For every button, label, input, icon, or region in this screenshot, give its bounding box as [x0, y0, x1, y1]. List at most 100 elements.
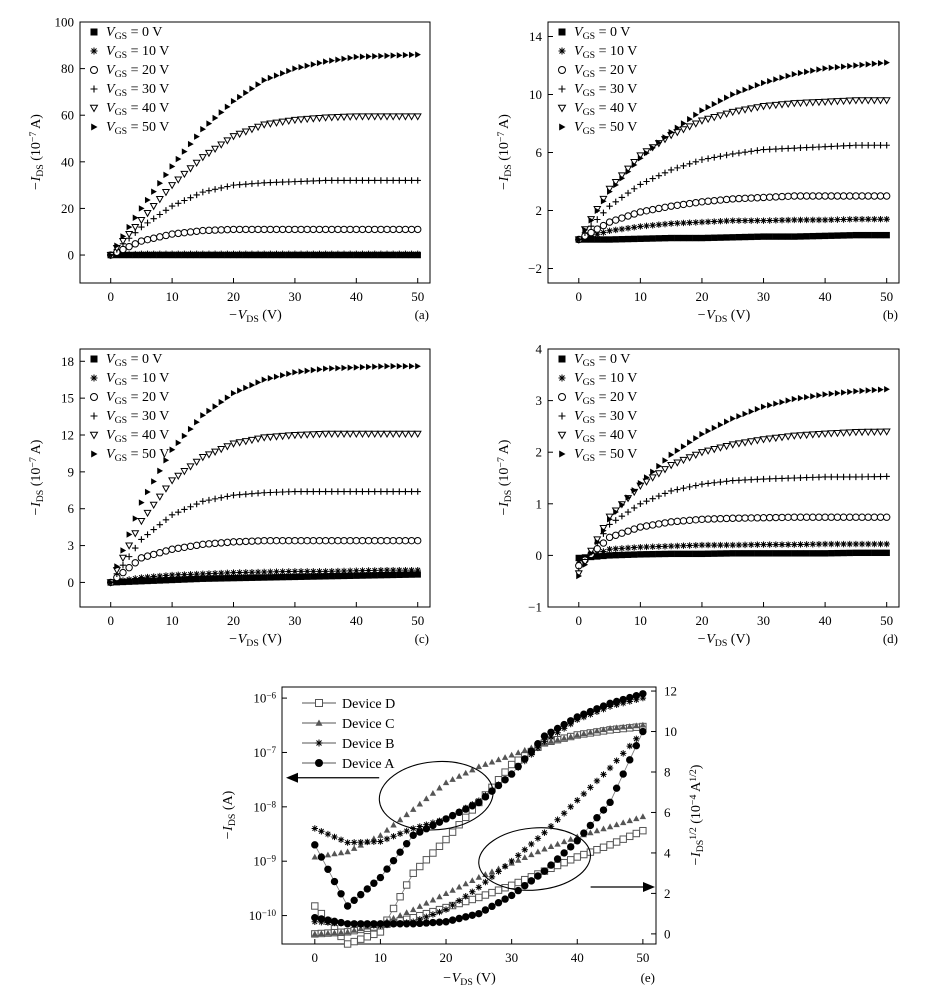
- data-point: [723, 234, 730, 241]
- data-point: [272, 536, 281, 545]
- data-point: [631, 487, 638, 494]
- legend-label: Device D: [342, 697, 395, 712]
- legend-label-part: V: [106, 428, 116, 443]
- data-point: [247, 126, 256, 134]
- data-point: [278, 225, 287, 234]
- data-point: [371, 250, 378, 258]
- data-point: [266, 433, 275, 442]
- x-tick-label: 50: [880, 613, 893, 628]
- data-point: [350, 839, 358, 846]
- data-point: [344, 848, 351, 855]
- data-point: [580, 710, 588, 718]
- legend-label-part: GS: [583, 415, 596, 426]
- panel-label: (a): [415, 307, 429, 322]
- data-point: [593, 705, 601, 713]
- data-point: [311, 853, 319, 860]
- data-point: [401, 536, 410, 545]
- data-point: [241, 438, 250, 446]
- data-point: [175, 155, 182, 163]
- data-point: [870, 192, 879, 200]
- data-point: [643, 474, 650, 481]
- data-point: [871, 216, 878, 223]
- data-point: [784, 216, 792, 224]
- data-point: [766, 233, 773, 240]
- data-point: [321, 114, 330, 122]
- data-point: [118, 237, 128, 246]
- data-point: [223, 225, 232, 234]
- data-point: [157, 180, 164, 187]
- data-point: [631, 551, 638, 558]
- x-tick-label: 0: [107, 613, 114, 628]
- legend-label-part: GS: [115, 415, 128, 426]
- data-point: [553, 855, 562, 863]
- data-point: [547, 738, 555, 744]
- data-point: [181, 571, 188, 578]
- data-point: [329, 365, 335, 372]
- data-point: [741, 149, 749, 156]
- data-point: [383, 920, 391, 928]
- data-point: [229, 225, 238, 234]
- data-point: [352, 225, 361, 234]
- data-point: [303, 225, 311, 234]
- data-point: [612, 784, 621, 792]
- data-point: [254, 180, 262, 187]
- data-point: [402, 363, 409, 370]
- data-point: [341, 364, 348, 372]
- data-point: [371, 488, 378, 495]
- data-point: [643, 222, 650, 230]
- data-point: [138, 499, 145, 506]
- data-point: [174, 544, 182, 552]
- data-point: [797, 550, 804, 557]
- data-point: [150, 573, 157, 580]
- data-point: [723, 217, 730, 225]
- data-point: [475, 874, 483, 880]
- x-axis-label: −VDS (V): [442, 971, 496, 988]
- data-point: [661, 169, 669, 176]
- data-point: [118, 554, 128, 563]
- data-point: [865, 61, 872, 68]
- data-point: [488, 888, 496, 897]
- legend-label-part: = 20 V: [595, 390, 637, 405]
- data-point: [883, 216, 890, 223]
- data-point: [168, 511, 176, 519]
- sqrt-series-3: [311, 727, 647, 928]
- data-point: [199, 498, 207, 505]
- data-point: [827, 192, 835, 200]
- data-point: [377, 177, 385, 184]
- data-point: [273, 179, 280, 186]
- data-point: [384, 52, 391, 59]
- data-point: [741, 439, 750, 447]
- y-axis-label: −IDS (10−7 A): [496, 439, 514, 516]
- legend-label-part: V: [106, 409, 116, 424]
- data-point: [766, 550, 773, 557]
- data-point: [637, 155, 644, 162]
- x-tick-label: 40: [350, 613, 363, 628]
- data-point: [181, 197, 188, 204]
- y-tick-label: 1: [536, 496, 543, 511]
- legend-label-part: V: [106, 120, 116, 135]
- data-point: [138, 223, 145, 231]
- data-point: [723, 541, 730, 549]
- legend-label-part: V: [106, 390, 116, 405]
- data-point: [803, 144, 810, 151]
- data-point: [521, 846, 528, 853]
- series-5: [576, 59, 890, 243]
- data-point: [187, 194, 194, 201]
- y-axis-label: −IDS (10−7 A): [28, 114, 46, 191]
- data-point: [717, 153, 724, 160]
- legend-label-part: = 0 V: [127, 352, 162, 367]
- data-point: [674, 164, 681, 172]
- legend-label-part: GS: [115, 377, 128, 388]
- data-point: [389, 856, 398, 865]
- data-point: [871, 473, 878, 480]
- data-point: [736, 88, 743, 96]
- y-tick-label: 9: [68, 464, 75, 479]
- legend-label-part: V: [106, 25, 116, 40]
- data-point: [284, 432, 293, 440]
- data-point: [767, 402, 773, 409]
- data-point: [619, 501, 626, 509]
- data-point: [508, 857, 515, 865]
- data-point: [587, 829, 594, 836]
- data-point: [333, 114, 342, 122]
